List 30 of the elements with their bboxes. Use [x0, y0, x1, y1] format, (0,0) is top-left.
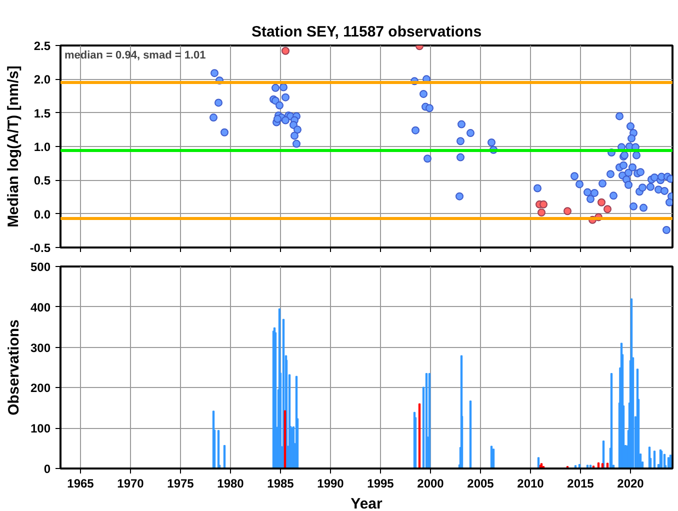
y-tick-label: 0.0 [34, 207, 51, 222]
x-tick-label: 1985 [267, 476, 294, 490]
y-tick-label: 100 [30, 422, 51, 436]
y-tick-label: 300 [30, 340, 51, 355]
y-tick-label: 500 [30, 260, 51, 274]
x-tick-label: 2000 [417, 476, 444, 490]
y-tick-label: 1.5 [34, 106, 51, 120]
x-axis-title: Year [350, 496, 383, 511]
annotation: median = 0.94, smad = 1.01 [64, 50, 206, 62]
y-tick-label: 2.0 [34, 72, 51, 87]
y-tick-label: 0 [44, 462, 51, 476]
chart-title: Station SEY, 11587 observations [251, 24, 482, 40]
x-tick-label: 2015 [567, 476, 594, 490]
x-tick-label: 1965 [67, 476, 94, 490]
x-tick-label: 1990 [317, 476, 344, 490]
x-tick-label: 2010 [517, 476, 544, 490]
y-tick-label: 1.0 [34, 140, 51, 154]
y-axis-title: Observations [5, 320, 22, 416]
x-tick-label: 2005 [467, 476, 494, 490]
x-tick-label: 2020 [617, 476, 644, 490]
y-tick-label: -0.5 [30, 241, 51, 255]
y-tick-label: 2.5 [34, 39, 51, 53]
y-tick-label: 0.5 [34, 174, 51, 188]
y-axis-title: Median log(A/T) [nm/s] [4, 66, 22, 228]
x-tick-label: 1975 [167, 476, 194, 490]
x-tick-label: 1980 [217, 476, 244, 490]
y-tick-label: 200 [30, 381, 51, 396]
x-tick-label: 1995 [367, 476, 394, 490]
x-tick-label: 1970 [117, 476, 144, 490]
y-tick-label: 400 [30, 300, 51, 314]
